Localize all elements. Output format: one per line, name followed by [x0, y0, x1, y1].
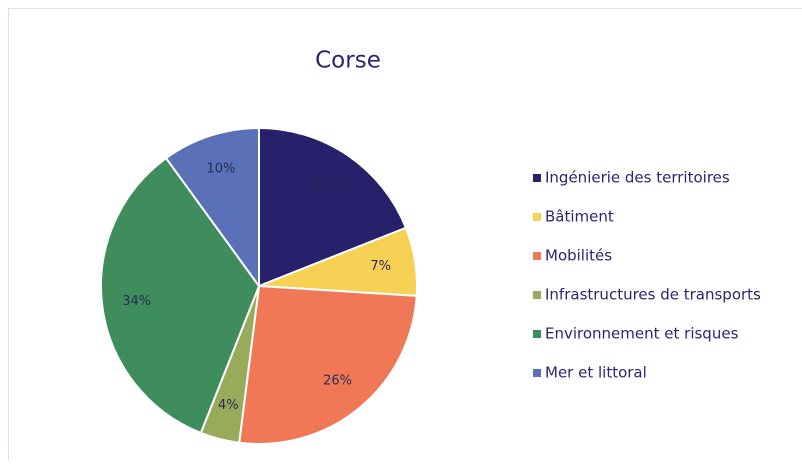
pie: 19% 7% 26% 4% 34% 10%: [101, 128, 417, 444]
legend-label: Mobilités: [545, 247, 612, 265]
data-label: 26%: [323, 373, 352, 388]
chart-title: Corse: [315, 48, 381, 74]
legend-swatch: [533, 174, 541, 182]
legend-swatch: [533, 213, 541, 221]
legend-label: Environnement et risques: [545, 325, 739, 343]
data-label: 19%: [314, 177, 343, 192]
data-label: 10%: [206, 161, 235, 176]
legend-label: Infrastructures de transports: [545, 286, 761, 304]
legend-swatch: [533, 252, 541, 260]
data-label: 7%: [370, 259, 391, 274]
legend-label: Mer et littoral: [545, 364, 647, 382]
legend-swatch: [533, 291, 541, 299]
data-label: 4%: [218, 398, 239, 413]
legend-label: Bâtiment: [545, 208, 614, 226]
legend-swatch: [533, 330, 541, 338]
legend-label: Ingénierie des territoires: [545, 169, 730, 187]
data-label: 34%: [122, 294, 151, 309]
legend-swatch: [533, 369, 541, 377]
